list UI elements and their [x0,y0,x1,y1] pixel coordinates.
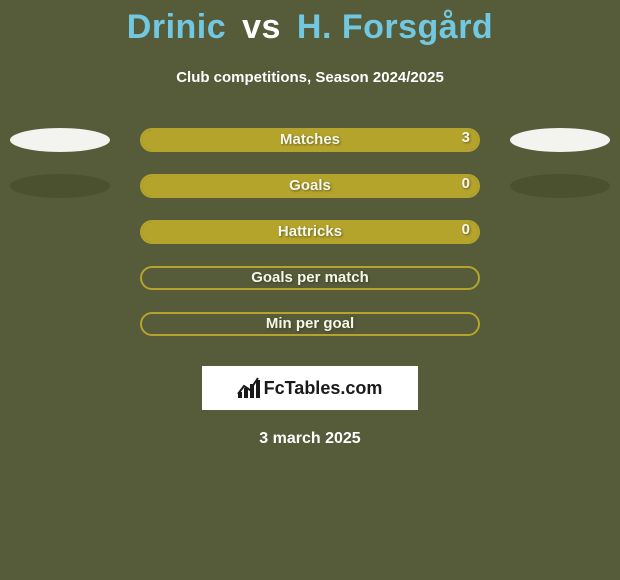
comparison-title: Drinic vs H. Forsgård [0,0,620,47]
stat-value-right: 3 [462,128,470,148]
player-shadow-left [10,174,110,198]
logo-text: FcTables.com [264,378,383,399]
stat-bar: Matches [140,128,480,152]
player-shadow-left [10,128,110,152]
stat-row: Hattricks0 [0,220,620,266]
vs-text: vs [242,8,281,46]
subtitle: Club competitions, Season 2024/2025 [0,69,620,86]
stat-label: Goals [142,176,478,196]
stat-row: Min per goal [0,312,620,358]
player-shadow-right [510,174,610,198]
stat-row: Goals0 [0,174,620,220]
stat-bar: Goals [140,174,480,198]
stat-bar: Hattricks [140,220,480,244]
stat-label: Hattricks [142,222,478,242]
stat-label: Goals per match [142,268,478,288]
stat-value-right: 0 [462,174,470,194]
stat-bar: Goals per match [140,266,480,290]
stat-value-right: 0 [462,220,470,240]
site-logo: FcTables.com [202,366,418,410]
player1-name: Drinic [127,8,226,46]
stat-row: Goals per match [0,266,620,312]
player-shadow-right [510,128,610,152]
date-text: 3 march 2025 [0,430,620,448]
chart-icon [238,378,260,398]
stat-row: Matches3 [0,128,620,174]
stat-label: Matches [142,130,478,150]
stat-bar: Min per goal [140,312,480,336]
player2-name: H. Forsgård [297,8,493,46]
stats-container: Matches3Goals0Hattricks0Goals per matchM… [0,128,620,358]
stat-label: Min per goal [142,314,478,334]
